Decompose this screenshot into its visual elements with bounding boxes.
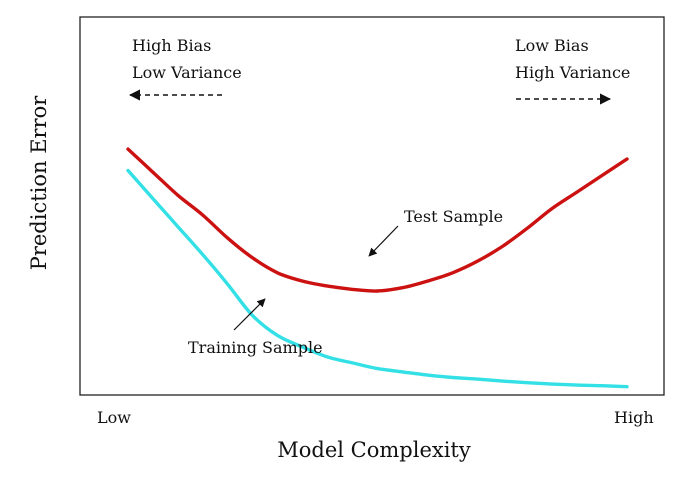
annotation-low-variance: Low Variance <box>132 63 242 82</box>
series-line-test-sample <box>126 147 629 293</box>
training-sample-label: Training Sample <box>188 338 323 357</box>
annotation-high-variance: High Variance <box>515 63 630 82</box>
x-axis-label: Model Complexity <box>277 438 471 462</box>
training-sample-arrow <box>233 298 266 331</box>
test-sample-label: Test Sample <box>404 207 503 226</box>
x-tick-low: Low <box>97 408 131 427</box>
series-line-training-sample <box>126 168 629 389</box>
annotation-low-bias: Low Bias <box>515 36 589 55</box>
plot-frame <box>79 16 665 396</box>
y-axis-label: Prediction Error <box>27 95 51 271</box>
test-sample-arrow <box>368 225 399 257</box>
x-tick-high: High <box>614 408 654 427</box>
annotation-high-bias: High Bias <box>132 36 211 55</box>
series-layer <box>126 147 629 389</box>
